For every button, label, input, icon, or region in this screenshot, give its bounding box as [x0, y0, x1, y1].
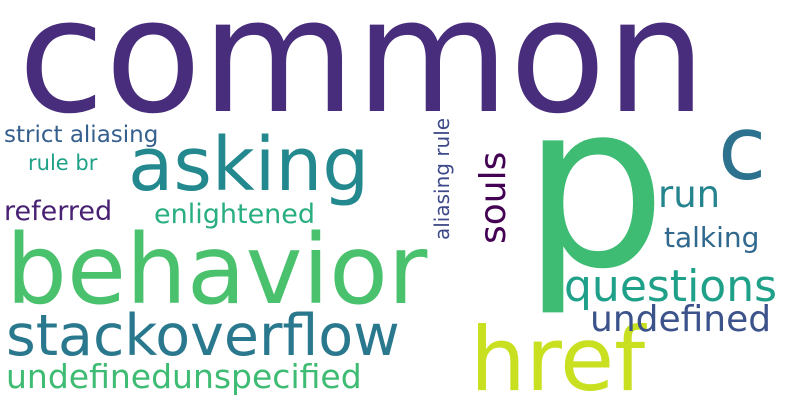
word-aliasing-rule: aliasing rule [430, 117, 454, 240]
word-common: common [18, 0, 707, 149]
word-undefined-right: undefined [590, 299, 772, 340]
word-referred: referred [4, 196, 113, 227]
word-souls: souls [473, 151, 514, 244]
word-run: run [658, 173, 721, 216]
word-strict-aliasing: strict aliasing [4, 122, 159, 148]
word-p: p [522, 53, 667, 319]
word-stackoverflow: stackoverflow [6, 303, 400, 369]
word-undefinedunspecified: undefinedunspecified [6, 357, 362, 396]
word-talking: talking [664, 221, 760, 254]
word-asking: asking [128, 122, 370, 208]
word-href: href [470, 308, 646, 400]
word-behavior: behavior [6, 214, 428, 326]
word-questions: questions [564, 261, 778, 312]
word-enlightened: enlightened [154, 199, 316, 230]
word-rule-br: rule br [28, 151, 98, 175]
word-c: c [718, 97, 767, 200]
